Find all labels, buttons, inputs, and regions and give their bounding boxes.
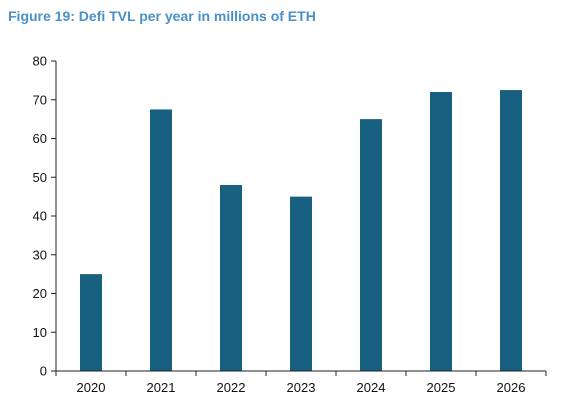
- y-tick-label: 80: [33, 54, 47, 69]
- y-tick-label: 40: [33, 209, 47, 224]
- x-tick-label: 2021: [147, 380, 176, 395]
- x-axis: 2020 2021 2022 2023 2024 2025 2026: [55, 370, 547, 395]
- x-tick-label: 2020: [77, 380, 106, 395]
- x-tick-label: 2022: [217, 380, 246, 395]
- y-axis: 0 10 20 30 40 50 60 70 80: [33, 54, 57, 379]
- bar-2021: [150, 109, 172, 371]
- y-tick-label: 30: [33, 247, 47, 262]
- y-tick-label: 70: [33, 92, 47, 107]
- bar-2024: [360, 119, 382, 371]
- y-tick-label: 60: [33, 131, 47, 146]
- bars-group: [80, 90, 522, 371]
- bar-2022: [220, 185, 242, 371]
- y-tick-label: 0: [40, 364, 47, 379]
- bar-2026: [500, 90, 522, 371]
- chart-title: Figure 19: Defi TVL per year in millions…: [8, 8, 316, 24]
- y-tick-label: 10: [33, 325, 47, 340]
- x-tick-label: 2023: [287, 380, 316, 395]
- x-tick-label: 2026: [497, 380, 526, 395]
- x-tick-label: 2024: [357, 380, 386, 395]
- y-tick-label: 20: [33, 286, 47, 301]
- y-tick-label: 50: [33, 170, 47, 185]
- bar-2025: [430, 92, 452, 371]
- bar-2023: [290, 196, 312, 371]
- x-tick-label: 2025: [427, 380, 456, 395]
- bar-2020: [80, 274, 102, 371]
